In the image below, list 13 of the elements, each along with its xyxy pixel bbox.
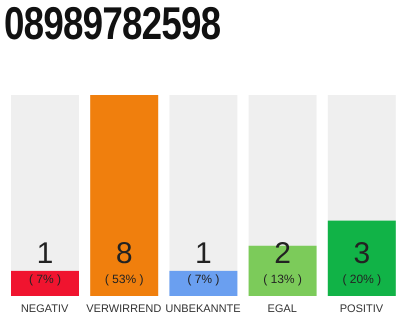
x-tick-label: NEGATIV <box>20 302 69 315</box>
chart-title: 08989782598 <box>4 0 220 49</box>
data-label: 8 ( 53% ) <box>104 237 144 286</box>
bar <box>169 270 238 296</box>
data-label: 1 ( 7% ) <box>187 237 220 286</box>
bar <box>11 270 79 296</box>
x-tick-label: EGAL <box>268 302 297 315</box>
data-label: 2 ( 13% ) <box>263 237 302 286</box>
x-tick-label: VERWIRREND <box>86 302 162 315</box>
x-tick-label: UNBEKANNTE <box>165 302 241 315</box>
x-tick-label: POSITIV <box>340 302 384 315</box>
data-label: 1 ( 7% ) <box>28 237 62 286</box>
data-label: 3 ( 20% ) <box>342 237 382 286</box>
